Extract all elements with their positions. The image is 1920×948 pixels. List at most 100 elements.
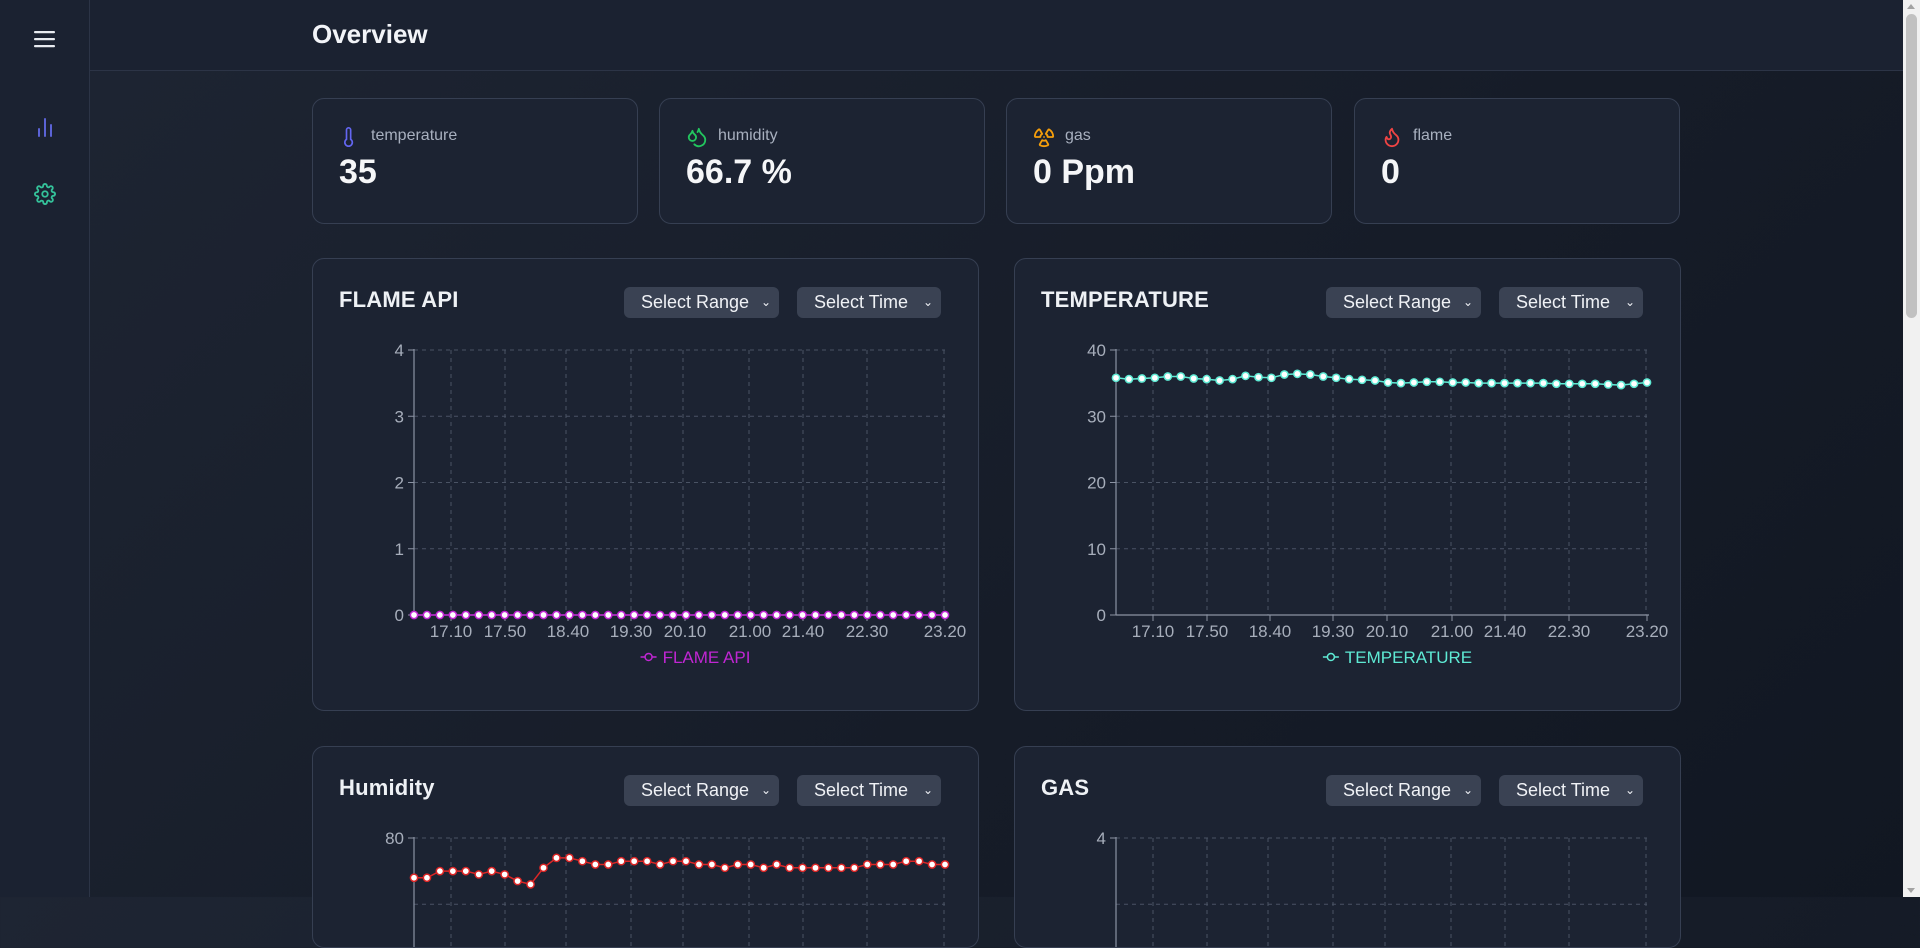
chart-title: TEMPERATURE [1041, 287, 1210, 312]
data-point [435, 610, 445, 620]
y-tick-label: 1 [395, 540, 404, 559]
data-point [694, 610, 704, 620]
data-point [811, 863, 820, 873]
data-point [940, 860, 950, 869]
data-point [798, 610, 807, 620]
data-point [422, 610, 432, 620]
data-point [1564, 379, 1574, 389]
data-point [785, 863, 794, 873]
chevron-down-icon: ⌄ [1462, 295, 1473, 309]
data-point [914, 856, 924, 866]
chart-temperature-plot: 0 10 20 30 40 17.10 17.50 18.40 19.30 20.10 21.00 2… [1087, 341, 1668, 667]
data-point [759, 610, 769, 620]
y-tick-label: 30 [1087, 407, 1106, 426]
y-tick-label: 4 [395, 341, 404, 360]
data-point [811, 610, 820, 620]
x-tick-label: 19.30 [610, 622, 653, 641]
data-point [1357, 375, 1367, 385]
bar-chart-icon[interactable] [0, 114, 89, 140]
select-range-label: Select Range [1343, 292, 1452, 312]
legend-label: TEMPERATURE [1345, 648, 1472, 667]
select-range-dropdown[interactable]: Select Range ⌄ [1326, 775, 1481, 806]
data-point [720, 863, 730, 873]
data-point [1474, 378, 1483, 388]
data-point [565, 853, 574, 863]
data-point [1202, 374, 1212, 384]
select-range-dropdown[interactable]: Select Range ⌄ [624, 287, 779, 318]
chevron-down-icon: ⌄ [1462, 783, 1473, 797]
select-time-dropdown[interactable]: Select Time ⌄ [797, 775, 941, 806]
data-point [487, 866, 497, 876]
data-point [1383, 378, 1393, 387]
data-point [539, 610, 548, 620]
x-tick-label: 23.20 [924, 622, 967, 641]
data-point [798, 863, 807, 873]
data-point [901, 856, 911, 866]
data-point [1616, 380, 1626, 390]
data-point [914, 610, 924, 620]
y-tick-label: 10 [1087, 540, 1106, 559]
stat-label: gas [1065, 127, 1091, 144]
x-tick-label: 21.40 [1484, 622, 1527, 641]
select-time-dropdown[interactable]: Select Time ⌄ [1499, 287, 1643, 318]
data-point [1539, 378, 1548, 388]
y-tick-label: 40 [1087, 341, 1106, 360]
data-point [578, 610, 587, 620]
select-time-dropdown[interactable]: Select Time ⌄ [797, 287, 941, 318]
data-point [487, 610, 497, 620]
sidebar [0, 0, 90, 897]
data-point [875, 610, 885, 620]
data-point [409, 873, 419, 883]
select-range-label: Select Range [641, 780, 750, 800]
data-point [940, 610, 950, 620]
data-point [1150, 373, 1160, 383]
data-point [1344, 374, 1354, 384]
droplets-icon [686, 126, 708, 153]
x-tick-label: 17.10 [430, 622, 473, 641]
x-tick-label: 20.10 [1366, 622, 1409, 641]
data-point [1642, 378, 1652, 387]
data-point [772, 860, 781, 869]
data-point [875, 860, 885, 869]
data-point [862, 610, 872, 620]
data-point [629, 610, 639, 620]
select-range-dropdown[interactable]: Select Range ⌄ [1326, 287, 1481, 318]
data-point [1124, 374, 1134, 384]
data-point [590, 860, 600, 869]
data-point [1396, 378, 1406, 388]
data-point [849, 863, 859, 873]
y-tick-label: 0 [1097, 606, 1106, 625]
data-point [642, 856, 652, 866]
scroll-up-arrow-icon[interactable] [1907, 4, 1915, 9]
data-point [1629, 379, 1639, 389]
data-point [1318, 372, 1328, 381]
data-point [655, 860, 665, 869]
chart-card-gas: GAS Select Range ⌄ Select Time ⌄ 4 [1014, 746, 1681, 948]
select-time-dropdown[interactable]: Select Time ⌄ [1499, 775, 1643, 806]
data-point [1111, 373, 1121, 383]
legend-marker [644, 652, 653, 662]
legend: FLAME API [640, 648, 750, 667]
gear-icon[interactable] [0, 181, 89, 207]
data-point [1448, 378, 1458, 387]
data-point [1422, 377, 1432, 387]
stat-card-humidity: humidity 66.7 % [659, 98, 985, 224]
data-point [1603, 380, 1613, 389]
data-point [1487, 378, 1496, 388]
data-point [746, 610, 756, 620]
data-point [1551, 379, 1561, 389]
data-point [1189, 374, 1199, 383]
scrollbar-thumb[interactable] [1906, 14, 1917, 318]
data-point [1163, 372, 1173, 381]
data-point [1526, 378, 1535, 388]
scroll-down-arrow-icon[interactable] [1907, 888, 1915, 893]
hamburger-menu-icon[interactable] [0, 24, 89, 54]
data-point [1176, 372, 1186, 381]
data-point [526, 610, 535, 620]
data-point [552, 853, 561, 863]
data-point [837, 610, 846, 620]
stat-value: 0 Ppm [1033, 153, 1136, 191]
page-scrollbar[interactable] [1903, 0, 1920, 897]
select-range-dropdown[interactable]: Select Range ⌄ [624, 775, 779, 806]
data-point [707, 610, 717, 620]
